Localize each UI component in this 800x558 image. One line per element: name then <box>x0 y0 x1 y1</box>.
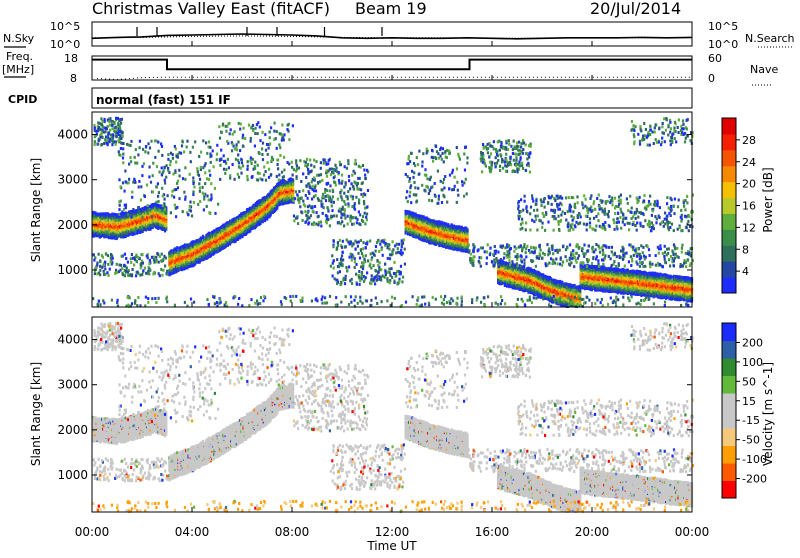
power-cell <box>466 228 468 231</box>
power-cell <box>176 246 178 249</box>
nave-tick-top: 60 <box>708 52 722 65</box>
beam-label: Beam 19 <box>355 0 427 18</box>
freq-series-line <box>92 60 692 70</box>
power-cell <box>134 232 136 235</box>
nave-tick-bottom: 0 <box>708 72 715 85</box>
cpid-label: CPID <box>8 93 37 106</box>
power-cell <box>193 240 195 243</box>
power-cell <box>292 178 294 181</box>
date-label: 20/Jul/2014 <box>590 0 681 18</box>
nave-label: Nave <box>750 63 778 76</box>
freq-tick-top: 18 <box>64 52 78 65</box>
power-cell <box>534 270 536 273</box>
noise-tick-bottom-left: 10^0 <box>50 38 80 51</box>
power-cell <box>466 240 468 243</box>
noise-tick-top-left: 10^5 <box>50 20 80 33</box>
noise-tick-top-right: 10^5 <box>708 20 738 33</box>
freq-tick-bottom: 8 <box>70 72 77 85</box>
power-cell <box>466 232 468 235</box>
freq-label: Freq. <box>6 50 33 63</box>
station-title: Christmas Valley East (fitACF) <box>92 0 330 18</box>
nave-series-line <box>97 77 692 79</box>
power-cell <box>165 220 167 223</box>
noise-tick-bottom-right: 10^0 <box>708 38 738 51</box>
nsky-label: N.Sky <box>3 32 35 45</box>
freq-unit-label: [MHz] <box>2 63 34 76</box>
power-cell <box>292 187 294 190</box>
cpid-mode-label: normal (fast) 151 IF <box>96 93 231 107</box>
power-cell <box>165 224 167 227</box>
nsearch-label: N.Search <box>745 32 795 45</box>
